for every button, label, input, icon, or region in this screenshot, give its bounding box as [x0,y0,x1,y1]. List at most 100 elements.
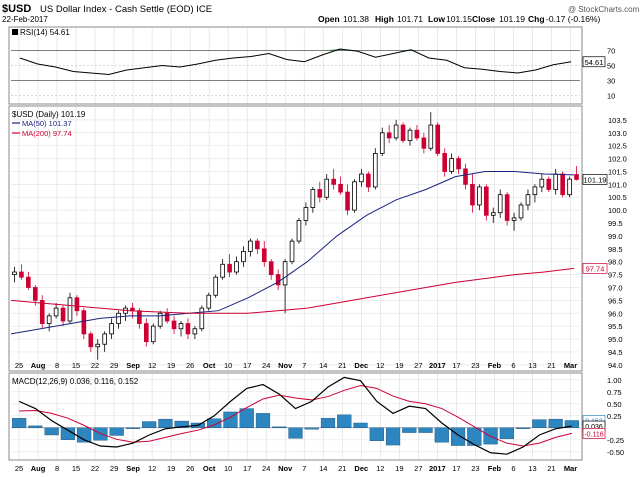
candle-body [185,323,191,335]
low-value: 101.15 [446,14,472,24]
candle-body [490,212,496,216]
macd-layer [12,376,579,455]
x-tick-label: 26 [186,361,194,370]
x-tick-label: 17 [243,464,251,473]
candle-body [484,186,489,216]
candle-body [560,173,565,196]
price-layer [10,112,579,360]
candle-body [220,263,225,278]
candle-body [352,181,357,211]
x-tick-label: 24 [262,464,270,473]
macd-histogram-bar [337,414,352,428]
chg-value: -0.17 (-0.16%) [546,14,600,24]
candle-body [414,129,420,139]
x-tick-label: 22 [91,361,99,370]
x-tick-label: 21 [338,464,346,473]
candle-body [518,204,524,219]
candle-body [400,124,406,141]
macd-histogram-bar [239,408,254,428]
candle-body [26,276,31,288]
rsi-line [19,48,572,76]
x-tick-label: Mar [564,464,577,473]
rsi-overbought-fill [411,49,429,51]
x-tick-label: 10 [224,464,232,473]
candle-body [324,178,330,198]
x-tick-label: 2017 [429,464,446,473]
x-tick-label: 22 [91,464,99,473]
x-tick-label: 19 [167,361,175,370]
ma200-line [10,267,575,314]
macd-histogram-bar [402,427,417,433]
candle-body [116,312,121,324]
macd-histogram-bar [142,421,157,428]
macd-value-label: -0.116 [584,431,603,438]
macd-histogram-bar [418,427,433,433]
price-y-tick: 94.0 [608,361,623,370]
macd-histogram-bar [223,411,238,428]
price-panel [8,105,583,372]
x-tick-label: 26 [186,464,194,473]
macd-panel [8,372,583,461]
rsi-legend-text: RSI(14) 54.61 [20,28,70,37]
ohlc-summary: Open 101.38 High 101.71 Low 101.15 Close… [318,14,600,24]
macd-y-tick: -0.25 [607,436,624,445]
price-y-tick: 100.0 [608,206,627,215]
rsi-y-tick: 50 [607,62,615,71]
price-y-tick: 94.5 [608,348,623,357]
macd-value-label: 0.036 [585,424,603,431]
candle-body [67,297,73,322]
x-tick-label: 24 [262,361,270,370]
x-tick-label: 7 [302,361,306,370]
x-tick-label: 21 [547,361,555,370]
candle-body [192,328,198,335]
x-tick-label: 23 [471,361,479,370]
x-tick-label: 23 [471,464,479,473]
ma50-legend-text: MA(50) 101.37 [22,119,72,128]
x-tick-label: 25 [15,464,23,473]
x-tick-label: 13 [528,464,536,473]
macd-histogram-bar [450,427,466,446]
price-y-tick: 101.5 [608,167,627,176]
candle-body [532,186,538,196]
candle-body [46,315,52,324]
candle-body [261,248,267,263]
rsi-layer [19,48,572,76]
price-y-tick: 103.0 [608,129,627,138]
candle-body [456,158,461,170]
candle-body [428,124,434,149]
candle-body [345,191,350,211]
candle-body [213,276,219,296]
x-tick-label: Aug [31,464,46,473]
x-tick-label: 13 [528,361,536,370]
x-tick-label: Sep [126,361,140,370]
price-y-tick: 96.0 [608,309,623,318]
macd-y-tick: 0.75 [607,388,622,397]
macd-histogram-bar [304,427,319,430]
candle-body [442,153,447,172]
candle-body [88,333,94,348]
x-tick-label: Oct [203,361,216,370]
macd-histogram-bar [532,419,547,428]
price-y-tick: 96.5 [608,296,623,305]
x-tick-label: 21 [338,361,346,370]
macd-histogram-bar [207,418,222,428]
x-tick-label: Nov [278,361,293,370]
candle-body [338,183,343,193]
price-legend-text: $USD (Daily) 101.19 [12,110,86,119]
candle-body [366,173,371,188]
watermark: @ StockCharts.com [568,5,640,14]
candle-body [289,240,295,263]
candle-body [268,261,274,275]
macd-histogram-bar [369,427,384,441]
candle-body [386,132,392,139]
candle-body [234,261,239,273]
chart-date: 22-Feb-2017 [2,15,48,24]
x-tick-label: 19 [395,361,403,370]
x-tick-label: 8 [55,361,59,370]
candle-body [372,153,378,188]
price-y-tick: 99.0 [608,232,623,241]
macd-histogram-bar [28,425,43,428]
x-tick-label: 12 [148,464,156,473]
candle-body [379,132,385,154]
ma200-value-box [582,263,608,274]
